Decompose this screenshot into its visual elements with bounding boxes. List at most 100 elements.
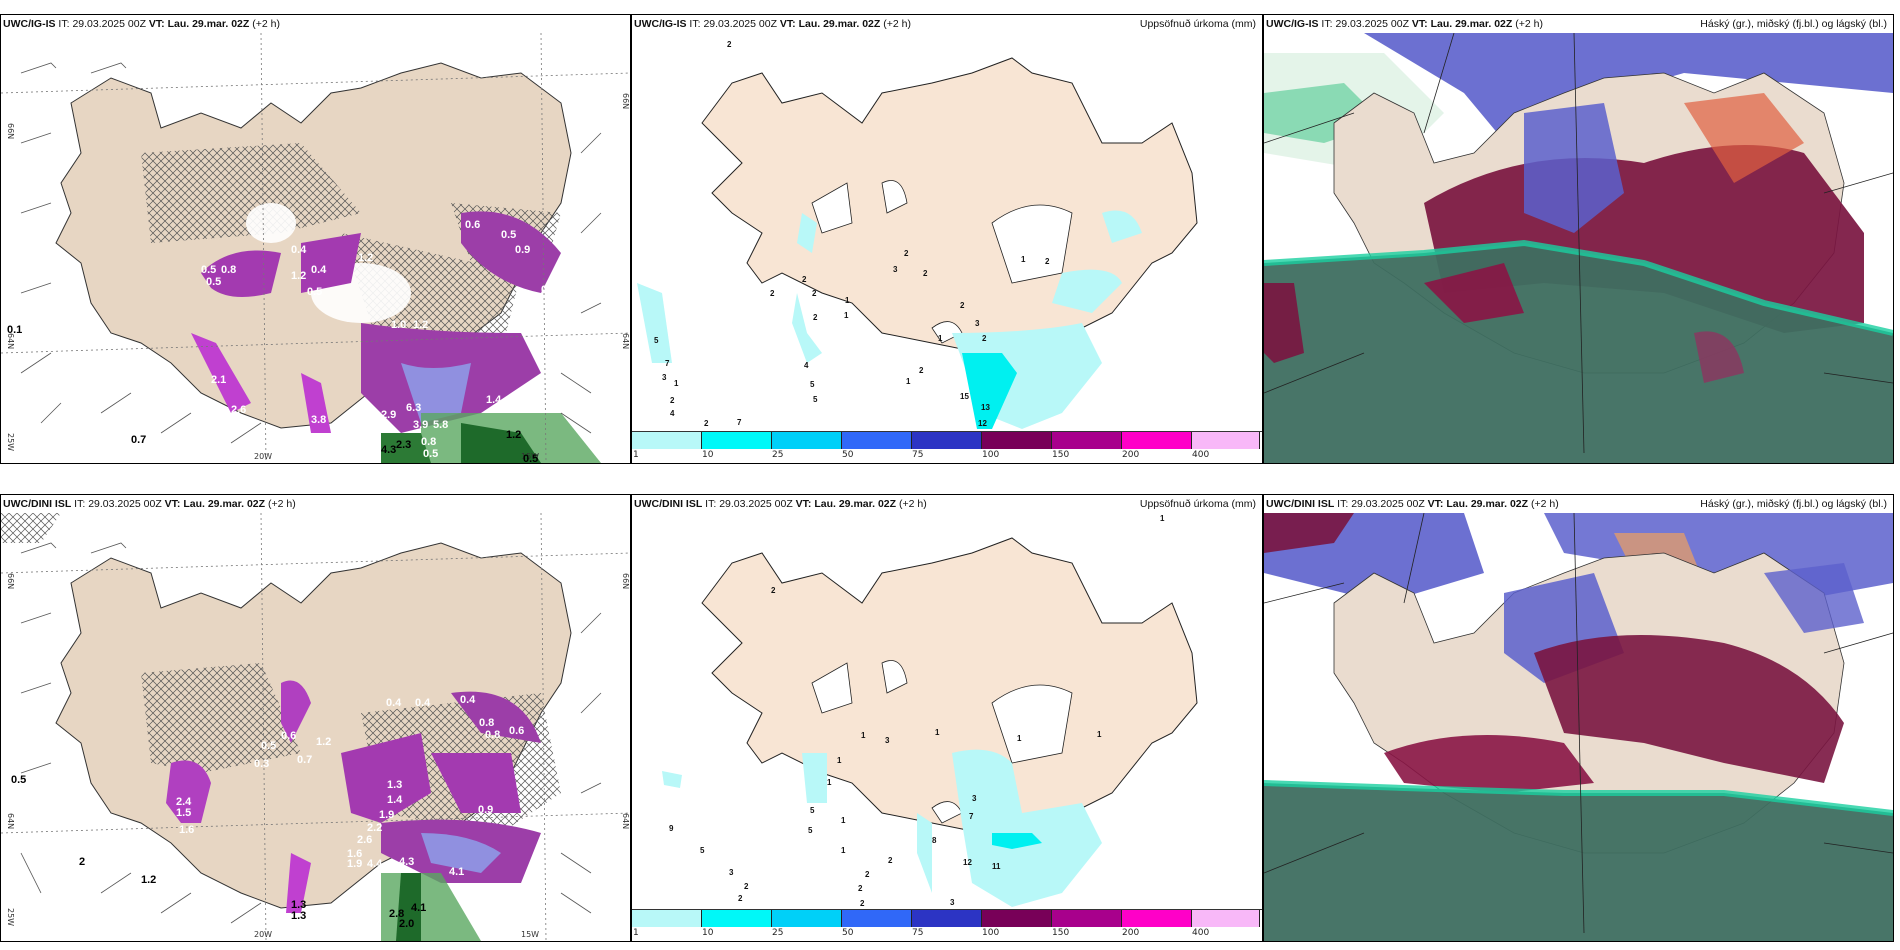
lat-label-right: 64N	[621, 333, 630, 349]
contour-label: 4.1	[411, 902, 426, 914]
lat-label-right: 64N	[621, 813, 630, 829]
contour-label: 0.3	[254, 758, 269, 770]
precip-value: 2	[813, 313, 818, 322]
panel-top-right-cloud-cover: UWC/IG-IS IT: 29.03.2025 00Z VT: Lau. 29…	[1263, 14, 1894, 464]
vt-label: VT:	[148, 18, 165, 30]
it-value: 29.03.2025 00Z	[1351, 498, 1425, 510]
colorbar-swatch	[982, 910, 1052, 927]
contour-label: 1.5	[176, 807, 191, 819]
precip-value: 2	[865, 870, 870, 879]
model-name: UWC/DINI ISL	[1266, 498, 1335, 510]
contour-label: 0.5	[201, 264, 216, 276]
colorbar-tick: 100	[982, 928, 1000, 938]
contour-label: 0.4	[311, 264, 327, 276]
precip-value: 7	[969, 812, 974, 821]
precip-value: 8	[932, 836, 937, 845]
wind-precip-map[interactable]: 66N 64N 25W 20W 15W 66N 64N 0.5 0.8 0.5 …	[1, 33, 630, 463]
wind-precip-map[interactable]: 66N 64N 25W 20W 15W 66N 64N 0.6 1.2 0.7 …	[1, 513, 630, 941]
precip-value: 5	[808, 826, 813, 835]
precip-value: 13	[981, 403, 990, 412]
vt-value: Lau. 29.mar. 02Z	[798, 18, 881, 30]
colorbar-tick: 10	[702, 928, 714, 938]
contour-label: 0.9	[478, 804, 493, 816]
contour-label: 0.8	[421, 436, 436, 448]
precip-value: 2	[904, 249, 909, 258]
precip-value: 7	[737, 418, 742, 427]
lat-label: 64N	[6, 333, 15, 349]
model-name: UWC/DINI ISL	[3, 498, 72, 510]
colorbar-tick: 200	[1122, 450, 1140, 460]
precip-value: 2	[858, 884, 863, 893]
colorbar-swatch	[632, 432, 702, 449]
colorbar-tick: 100	[982, 450, 1000, 460]
colorbar-swatch	[702, 432, 772, 449]
contour-label: 0.5	[206, 276, 221, 288]
lon-label: 15W	[521, 452, 539, 461]
precip-value: 1	[906, 377, 911, 386]
colorbar-swatch	[842, 910, 912, 927]
lead-time: (+2 h)	[1515, 18, 1543, 30]
precip-value: 2	[982, 334, 987, 343]
vt-value: Lau. 29.mar. 02Z	[814, 498, 897, 510]
precip-value: 1	[1017, 734, 1022, 743]
lon-label: 20W	[254, 930, 272, 939]
vt-label: VT:	[1411, 18, 1428, 30]
precip-value: 3	[729, 868, 734, 877]
contour-label: 1.2	[506, 429, 521, 441]
precip-value: 5	[654, 336, 659, 345]
precip-value: 2	[960, 301, 965, 310]
colorbar-tick: 25	[772, 928, 784, 938]
precip-value: 2	[738, 894, 743, 903]
model-name: UWC/IG-IS	[1266, 18, 1319, 30]
cloud-cover-map[interactable]	[1264, 513, 1893, 941]
colorbar-tick: 200	[1122, 928, 1140, 938]
contour-label: 1.3	[291, 910, 306, 922]
contour-label: 4.3	[381, 444, 396, 456]
lat-label: 66N	[6, 123, 15, 139]
colorbar-swatch	[772, 910, 842, 927]
contour-label: 0.4	[291, 244, 307, 256]
colorbar-tick: 1	[633, 928, 639, 938]
panel-subtitle: Háský (gr.), miðský (fj.bl.) og lágský (…	[1700, 498, 1887, 510]
colorbar-swatch	[702, 910, 772, 927]
model-name: UWC/IG-IS	[3, 18, 56, 30]
precip-value: 12	[963, 858, 972, 867]
cloud-cover-map[interactable]	[1264, 33, 1893, 463]
contour-label: 1.4	[486, 394, 502, 406]
contour-label: 4.4	[367, 858, 383, 870]
contour-label: 0.4	[460, 694, 476, 706]
panel-bottom-middle-accum-precip: UWC/DINI ISL IT: 29.03.2025 00Z VT: Lau.…	[631, 494, 1263, 942]
contour-label: 3.8	[311, 414, 326, 426]
lat-label: 66N	[6, 573, 15, 589]
accum-precip-map[interactable]: 1 2 1 1 1 3 1 1 1 5 5 1 1 9 5 3 2 2 2 2 …	[632, 513, 1262, 907]
lead-time: (+2 h)	[898, 498, 927, 510]
precip-value: 3	[893, 265, 898, 274]
contour-label: 2.4	[176, 796, 192, 808]
contour-label: 1.2	[316, 736, 331, 748]
vt-label: VT:	[164, 498, 181, 510]
panel-bottom-right-cloud-cover: UWC/DINI ISL IT: 29.03.2025 00Z VT: Lau.…	[1263, 494, 1894, 942]
it-label: IT:	[1337, 498, 1349, 510]
precip-value: 1	[837, 756, 842, 765]
precip-value: 2	[727, 40, 732, 49]
contour-label: 1.2	[141, 874, 156, 886]
colorbar-tick: 400	[1192, 928, 1210, 938]
contour-label: 5.8	[433, 419, 448, 431]
contour-label: 1.2	[358, 252, 373, 264]
contour-label: 2.9	[381, 409, 396, 421]
precip-value: 1	[827, 778, 832, 787]
it-label: IT:	[689, 18, 701, 30]
precip-value: 2	[888, 856, 893, 865]
colorbar-swatch	[1122, 432, 1192, 449]
vt-label: VT:	[779, 18, 796, 30]
contour-label: 0.6	[281, 730, 296, 742]
panel-top-middle-accum-precip: UWC/IG-IS IT: 29.03.2025 00Z VT: Lau. 29…	[631, 14, 1263, 464]
accum-precip-map[interactable]: 2 5 7 3 1 2 4 2 7 2 2 1 2 3 2 2 1 2 4 5 …	[632, 33, 1262, 429]
colorbar-tick: 50	[842, 450, 854, 460]
vt-label: VT:	[795, 498, 812, 510]
contour-label: 0.6	[465, 219, 480, 231]
it-value: 29.03.2025 00Z	[719, 498, 793, 510]
contour-label: 2	[79, 856, 85, 868]
contour-label: 1.6	[347, 848, 362, 860]
precip-value: 1	[1160, 514, 1165, 523]
